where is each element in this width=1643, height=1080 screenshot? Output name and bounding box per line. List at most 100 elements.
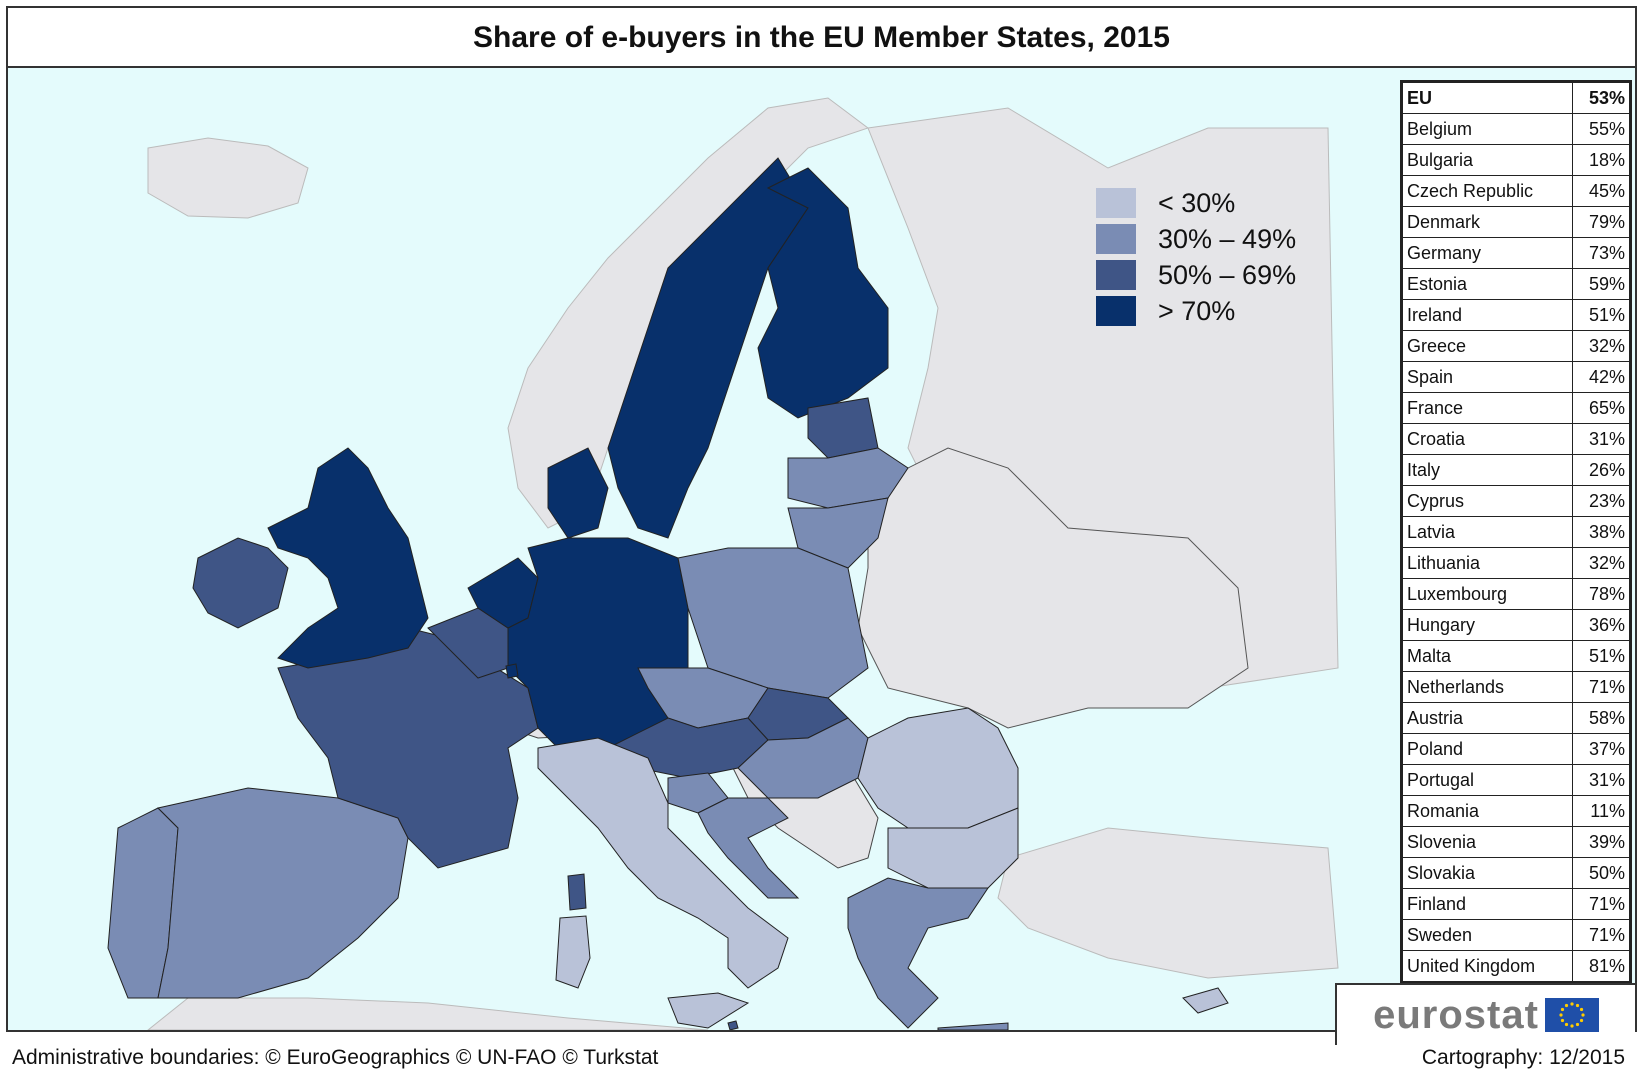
table-cell-value: 65%: [1572, 392, 1630, 424]
table-cell-country: Lithuania: [1402, 547, 1573, 579]
map-legend: < 30% 30% – 49% 50% – 69% > 70%: [1096, 186, 1296, 330]
legend-swatch: [1096, 260, 1136, 290]
table-cell-value: 51%: [1572, 640, 1630, 672]
table-cell-country: Denmark: [1402, 206, 1573, 238]
logo-text: eurostat: [1373, 992, 1539, 1037]
table-cell-value: 45%: [1572, 175, 1630, 207]
table-cell-country: Italy: [1402, 454, 1573, 486]
map-title: Share of e-buyers in the EU Member State…: [8, 8, 1635, 68]
table-cell-country: France: [1402, 392, 1573, 424]
table-cell-country: Greece: [1402, 330, 1573, 362]
table-cell-value: 59%: [1572, 268, 1630, 300]
table-row: Hungary 36%: [1402, 609, 1630, 641]
table-cell-country: Luxembourg: [1402, 578, 1573, 610]
flag-star: [1579, 1007, 1584, 1012]
table-row: Slovakia 50%: [1402, 857, 1630, 889]
flag-star: [1560, 1018, 1564, 1023]
table-cell-value: 31%: [1572, 423, 1630, 455]
united-kingdom: [267, 447, 429, 669]
table-cell-country: Spain: [1402, 361, 1573, 393]
table-row: Finland 71%: [1402, 888, 1630, 920]
table-row: Slovenia 39%: [1402, 826, 1630, 858]
table-cell-country: Austria: [1402, 702, 1573, 734]
table-row: Croatia 31%: [1402, 423, 1630, 455]
table-row: Germany 73%: [1402, 237, 1630, 269]
table-row: Bulgaria 18%: [1402, 144, 1630, 176]
table-row: Belgium 55%: [1402, 113, 1630, 145]
cyprus: [1182, 987, 1229, 1014]
corsica: [567, 873, 587, 911]
flag-star: [1575, 1003, 1580, 1008]
table-cell-country: Malta: [1402, 640, 1573, 672]
table-row: France 65%: [1402, 392, 1630, 424]
table-cell-value: 39%: [1572, 826, 1630, 858]
table-cell-value: 31%: [1572, 764, 1630, 796]
romania: [857, 707, 1019, 829]
table-cell-value: 78%: [1572, 578, 1630, 610]
flag-star: [1564, 1003, 1569, 1008]
table-row: Malta 51%: [1402, 640, 1630, 672]
table-row: Estonia 59%: [1402, 268, 1630, 300]
footer-boundaries: Administrative boundaries: © EuroGeograp…: [12, 1046, 659, 1069]
table-cell-value: 50%: [1572, 857, 1630, 889]
table-cell-country: Czech Republic: [1402, 175, 1573, 207]
latvia: [787, 447, 909, 509]
turkey: [997, 827, 1339, 979]
table-cell-country: Portugal: [1402, 764, 1573, 796]
table-cell-value: 37%: [1572, 733, 1630, 765]
table-row: Luxembourg 78%: [1402, 578, 1630, 610]
table-row: United Kingdom 81%: [1402, 950, 1630, 982]
legend-item-30-49: 30% – 49%: [1096, 222, 1296, 256]
table-cell-value: 26%: [1572, 454, 1630, 486]
flag-star: [1581, 1013, 1585, 1017]
table-row: EU 53%: [1402, 82, 1630, 114]
legend-label: 30% – 49%: [1158, 223, 1297, 254]
table-row: Spain 42%: [1402, 361, 1630, 393]
table-cell-country: United Kingdom: [1402, 950, 1573, 982]
table-cell-country: Latvia: [1402, 516, 1573, 548]
table-cell-country: Ireland: [1402, 299, 1573, 331]
table-row: Denmark 79%: [1402, 206, 1630, 238]
table-row: Cyprus 23%: [1402, 485, 1630, 517]
flag-star: [1559, 1013, 1563, 1017]
table-row: Poland 37%: [1402, 733, 1630, 765]
table-cell-country: Croatia: [1402, 423, 1573, 455]
footer-cartography: Cartography: 12/2015: [1421, 1046, 1625, 1069]
italy: [537, 737, 789, 989]
denmark: [547, 447, 609, 539]
legend-item-gt70: > 70%: [1096, 294, 1296, 328]
table-row: Czech Republic 45%: [1402, 175, 1630, 207]
table-cell-country: Hungary: [1402, 609, 1573, 641]
poland: [677, 547, 869, 699]
table-row: Greece 32%: [1402, 330, 1630, 362]
flag-star: [1564, 1022, 1569, 1027]
table-row: Romania 11%: [1402, 795, 1630, 827]
table-cell-country: Sweden: [1402, 919, 1573, 951]
values-table-body: EU 53% Belgium 55% Bulgaria 18% Czech Republic…: [1402, 82, 1630, 982]
eu-flag-icon: [1544, 998, 1599, 1032]
table-cell-value: 71%: [1572, 888, 1630, 920]
bulgaria: [887, 807, 1019, 889]
table-cell-country: Slovakia: [1402, 857, 1573, 889]
table-cell-country: Finland: [1402, 888, 1573, 920]
table-row: Netherlands 71%: [1402, 671, 1630, 703]
table-row: Lithuania 32%: [1402, 547, 1630, 579]
legend-item-lt30: < 30%: [1096, 186, 1296, 220]
flag-star: [1570, 1024, 1574, 1028]
table-cell-country: Estonia: [1402, 268, 1573, 300]
table-cell-value: 71%: [1572, 671, 1630, 703]
table-cell-value: 55%: [1572, 113, 1630, 145]
flag-star: [1579, 1018, 1584, 1023]
table-cell-value: 71%: [1572, 919, 1630, 951]
table-row: Austria 58%: [1402, 702, 1630, 734]
flag-star: [1560, 1007, 1564, 1012]
sweden: [607, 157, 809, 539]
table-cell-value: 36%: [1572, 609, 1630, 641]
estonia: [807, 397, 879, 459]
legend-label: < 30%: [1158, 187, 1236, 218]
iceland: [147, 137, 309, 219]
table-cell-country: Slovenia: [1402, 826, 1573, 858]
table-cell-country: Belgium: [1402, 113, 1573, 145]
legend-label: 50% – 69%: [1158, 259, 1297, 290]
map-frame: Share of e-buyers in the EU Member State…: [6, 6, 1637, 1045]
